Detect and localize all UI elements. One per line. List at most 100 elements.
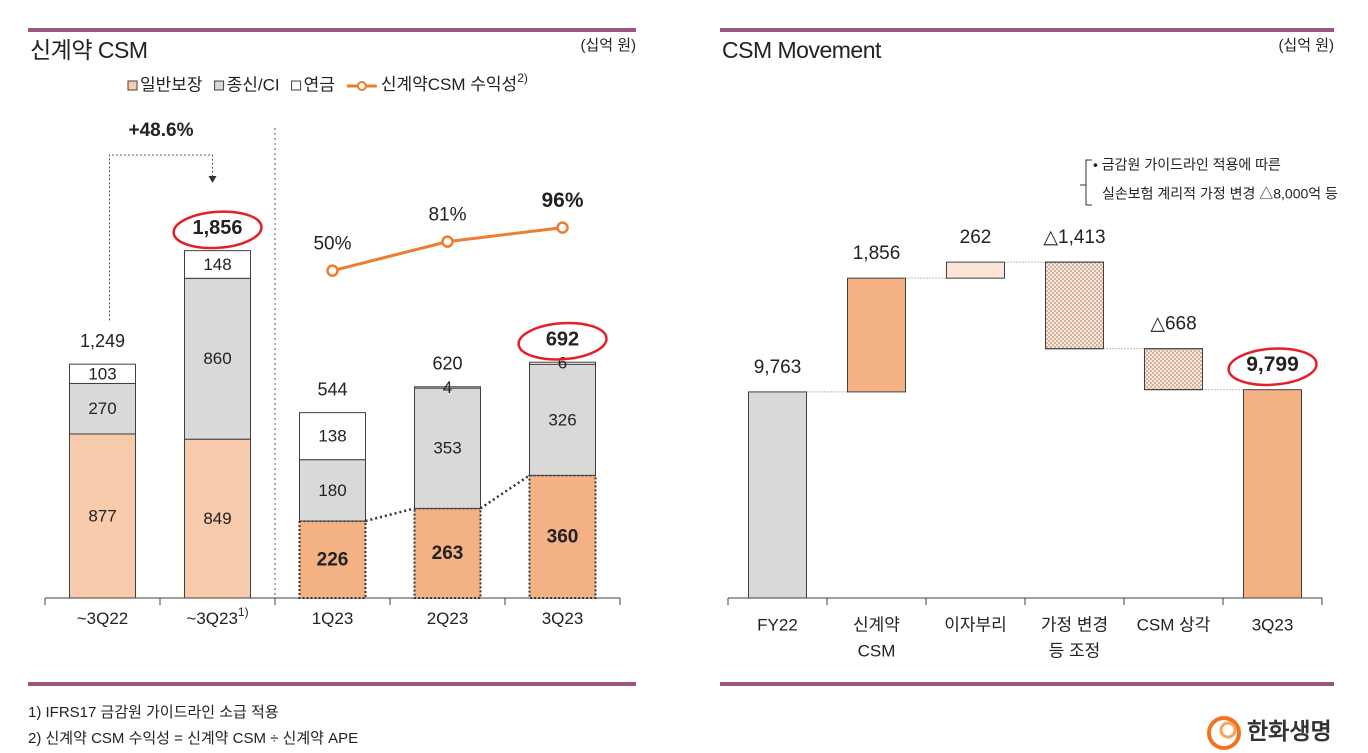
x-tick-label: 3Q23 [1252,615,1294,634]
bar-segment [414,386,481,389]
value-label: 9,763 [754,357,802,378]
highlight-circle [1227,347,1318,387]
category-note: 1) [238,605,249,619]
legend-swatch [214,80,225,91]
x-tick-label: ~3Q22 [77,609,129,628]
bar-segment [414,387,481,509]
value-label: △1,413 [1043,227,1105,248]
bar-segment [298,519,367,600]
unit-label: (십억 원) [1278,37,1334,54]
highlight-circle [172,210,263,250]
segment-label: 148 [203,255,231,274]
segment-label: 326 [548,410,576,429]
annotation: 실손보험 계리적 가정 변경 △8,000억 등 [1102,186,1338,202]
x-tick-label: CSM [858,641,896,660]
category: 2Q23 [427,609,469,628]
bar-segment [413,507,482,600]
line-marker [441,235,454,248]
category: 1Q23 [312,609,354,628]
total-label: 1,249 [80,331,125,351]
segment-label: 860 [203,349,231,368]
segment-label: 103 [88,364,116,383]
panel-title: CSM Movement [722,37,882,63]
line [332,226,563,273]
hatch-overlay [1144,348,1203,391]
total-label: 1,856 [192,217,242,239]
x-tick-label: 2Q23 [427,609,469,628]
segment-label: 360 [547,527,579,548]
line-label: 96% [541,189,583,212]
logo-mark [1207,716,1241,750]
total-label: 692 [546,329,579,351]
waterfall-bar [946,261,1005,279]
panel-title: 신계약 CSM [30,37,147,63]
x-tick-label: ~3Q231) [186,605,248,628]
x-tick-label: FY22 [757,615,798,634]
growth-arrowhead [208,176,217,183]
line-marker [556,221,569,234]
segment-label: 877 [88,506,116,525]
segment-label: 849 [203,509,231,528]
bar-segment [529,363,596,476]
segment-label: 138 [318,427,346,446]
bar-segment [299,412,366,461]
category: ~3Q22 [77,609,129,628]
legend-swatch [291,80,302,91]
legend-label: 연금 [304,75,335,94]
logo-text: 한화생명 [1247,718,1332,744]
growth-label: +48.6% [129,120,194,141]
segment-label: 270 [88,399,116,418]
bar-segment [184,250,251,279]
value-label: △668 [1150,314,1196,335]
legend-marker [356,81,367,91]
highlight-circle [517,321,608,361]
legend-note: 2) [517,71,528,85]
segment-label: 180 [318,481,346,500]
waterfall-bar [1243,389,1302,599]
category: ~3Q23 [186,609,238,628]
footnote: 2) 신계약 CSM 수익성 = 신계약 CSM ÷ 신계약 APE [28,730,358,747]
x-tick-label: 1Q23 [312,609,354,628]
segment-label: 226 [317,550,349,571]
segment-label: 4 [443,378,452,397]
x-tick-label: 3Q23 [542,609,584,628]
line-marker [326,264,339,277]
annotation-bracket [1085,159,1092,206]
line-label: 50% [313,234,351,255]
legend-name: 신계약CSM 수익성 [381,75,517,94]
waterfall-bar [847,277,906,393]
growth-bracket [109,154,213,321]
x-tick-label: CSM 상각 [1137,615,1211,634]
x-tick-label: 신계약 [853,615,900,634]
legend-label: 종신/CI [227,75,280,94]
footnote: 1) IFRS17 금감원 가이드라인 소급 적용 [28,704,279,721]
unit-label: (십억 원) [580,37,636,54]
value-label: 262 [960,227,992,248]
hatch-overlay [1045,261,1104,350]
segment-label: 263 [432,543,464,564]
waterfall-bar [748,391,807,599]
x-tick-label: 이자부리 [944,615,1007,634]
trend-connector [365,474,531,523]
bar-segment [184,438,251,599]
legend-swatch [127,80,138,91]
bar-segment [529,361,596,365]
value-label: 1,856 [853,243,901,264]
segment-label: 353 [433,439,461,458]
bar-segment [69,382,136,435]
x-tick-label: 가정 변경 [1041,615,1108,634]
annotation: • 금감원 가이드라인 적용에 따른 [1093,157,1281,173]
line-label: 81% [428,205,466,226]
value-label: 9,799 [1246,353,1299,376]
legend-label: 일반보장 [140,75,203,94]
x-tick-label: 등 조정 [1049,641,1101,660]
total-label: 544 [317,379,347,399]
segment-label: 6 [558,354,567,373]
bar-segment [69,433,136,599]
total-label: 620 [432,354,462,374]
bar-segment [69,363,136,384]
bar-segment [184,277,251,440]
category: 3Q23 [542,609,584,628]
legend-label: 신계약CSM 수익성2) [381,71,528,94]
